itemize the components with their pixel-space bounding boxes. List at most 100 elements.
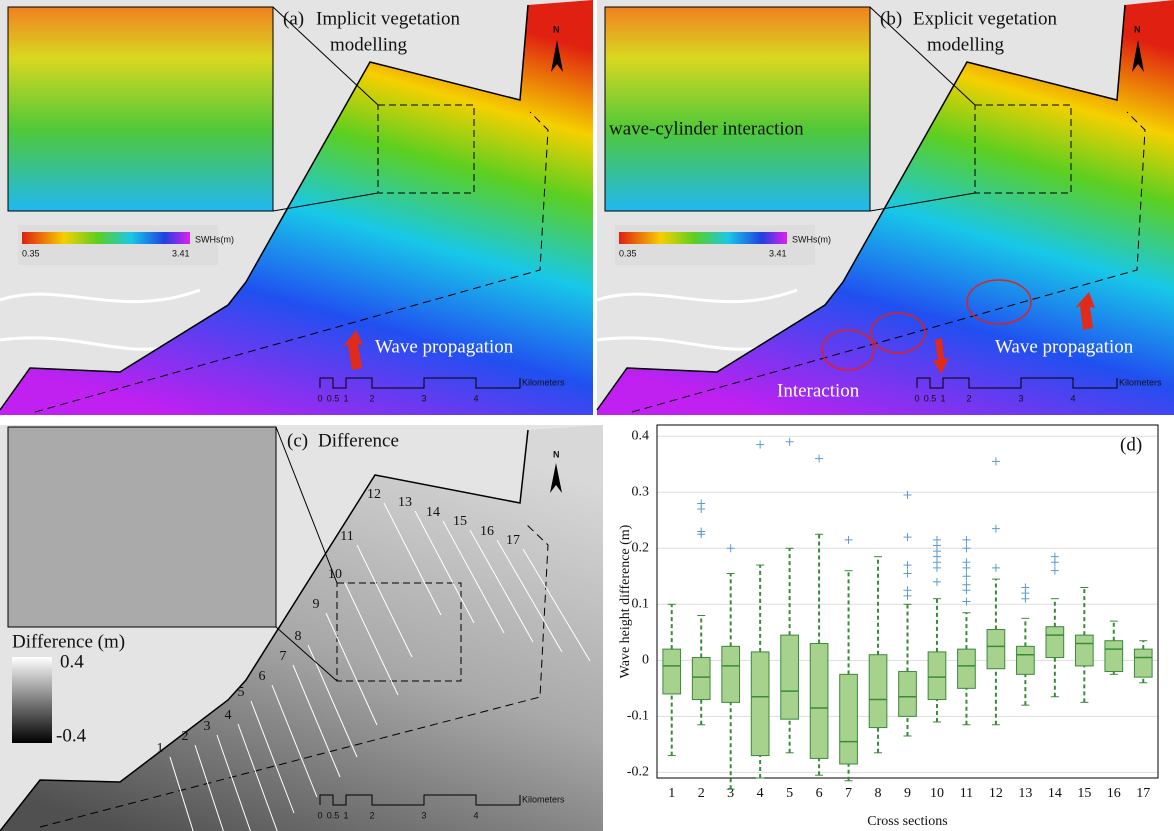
scale-unit: Kilometers: [522, 377, 565, 387]
highlight: [870, 312, 926, 354]
north: N: [1134, 24, 1141, 34]
section-line: [442, 520, 505, 634]
section-label: 2: [182, 729, 189, 744]
x-tick-label: 10: [930, 786, 944, 801]
section-line: [169, 756, 194, 831]
scale-unit: Kilometers: [1119, 377, 1162, 387]
scale-tick: 1: [343, 393, 348, 403]
section-label: 12: [367, 487, 381, 502]
colorbar: [619, 232, 787, 244]
y-axis-label: Wave height difference (m): [618, 524, 633, 678]
colorbar: [22, 232, 190, 244]
y-tick-label: 0.3: [632, 484, 650, 499]
outlier: [1050, 566, 1059, 575]
section-label: 16: [480, 524, 494, 539]
scale-tick: 0: [317, 810, 322, 820]
x-tick-label: 6: [816, 786, 823, 801]
outlier: [903, 591, 912, 600]
section-line: [216, 734, 251, 831]
sea: [0, 0, 593, 415]
section-line: [307, 644, 358, 758]
box: [1074, 634, 1094, 667]
x-tick-label: 9: [904, 786, 911, 801]
box: [957, 648, 976, 689]
plot-frame: [656, 424, 1159, 779]
section-line: [383, 502, 442, 616]
box: [986, 629, 1006, 670]
x-tick-label: 15: [1077, 786, 1091, 801]
zoom-box: [974, 104, 1072, 194]
panel-title: modelling: [330, 34, 408, 55]
scale-tick: 3: [421, 393, 426, 403]
inset: [604, 6, 871, 212]
colorbar-bg: [615, 225, 815, 265]
legend-bar: [12, 657, 52, 743]
scale-tick: 0.5: [924, 393, 937, 403]
box: [750, 651, 770, 757]
arrow: [1075, 292, 1095, 330]
section-line: [250, 700, 295, 814]
section-label: 10: [328, 567, 342, 582]
legend-title: Difference (m): [12, 631, 125, 652]
scale-tick: 0: [317, 393, 322, 403]
section-line: [194, 744, 224, 831]
section-line: [522, 548, 591, 662]
x-tick-label: 14: [1048, 786, 1062, 801]
outlier: [932, 577, 941, 586]
outlier: [844, 535, 853, 544]
north-arrow: [1132, 40, 1144, 72]
box: [780, 634, 799, 720]
scale-tick: 1: [940, 393, 945, 403]
scale-tick: 0.5: [327, 810, 340, 820]
x-tick-label: 2: [698, 786, 705, 801]
section-line: [292, 664, 341, 778]
y-tick-label: 0.2: [632, 540, 650, 555]
map-panel: (a) Implicit vegetation modelling N SWHs(m) 0…: [0, 0, 593, 415]
box: [868, 654, 888, 729]
y-tick-label: 0: [642, 653, 649, 668]
scale-tick: 0: [914, 393, 919, 403]
section-label: 11: [340, 529, 353, 544]
box: [927, 651, 947, 701]
inset-text: wave-cylinder interaction: [609, 118, 804, 139]
outlier: [903, 533, 912, 542]
box: [809, 643, 829, 759]
outlier: [991, 524, 1000, 533]
arrow: [933, 338, 949, 374]
outlier: [962, 544, 971, 553]
section-line: [469, 529, 534, 643]
section-line: [356, 544, 413, 658]
colorbar-min: 0.35: [619, 248, 637, 258]
section-label: 1: [157, 741, 164, 756]
x-tick-label: 11: [960, 786, 973, 801]
scale-tick: 4: [473, 810, 478, 820]
north-arrow: [551, 40, 563, 72]
section-label: 17: [506, 533, 520, 548]
outlier: [903, 569, 912, 578]
outlier: [697, 505, 706, 514]
highlight: [966, 279, 1032, 325]
box: [1133, 648, 1153, 678]
section-label: 15: [453, 514, 467, 529]
annotation: Wave propagation: [375, 336, 514, 357]
box: [1045, 626, 1065, 659]
x-tick-label: 3: [727, 786, 734, 801]
legend-min: -0.4: [56, 725, 87, 746]
panel-label: (a): [283, 8, 304, 29]
y-tick-label: 0.1: [632, 597, 650, 612]
outlier: [962, 597, 971, 606]
colorbar-bg: [18, 225, 218, 265]
inset: [7, 6, 274, 212]
outlier: [991, 457, 1000, 466]
legend-max: 0.4: [60, 651, 84, 672]
inset-lines: [869, 6, 976, 212]
x-tick-label: 5: [786, 786, 793, 801]
section-line: [237, 723, 278, 831]
outlier: [697, 530, 706, 539]
section-label: 5: [238, 685, 245, 700]
north: N: [553, 24, 560, 34]
box: [1104, 640, 1124, 673]
outlier: [962, 586, 971, 595]
